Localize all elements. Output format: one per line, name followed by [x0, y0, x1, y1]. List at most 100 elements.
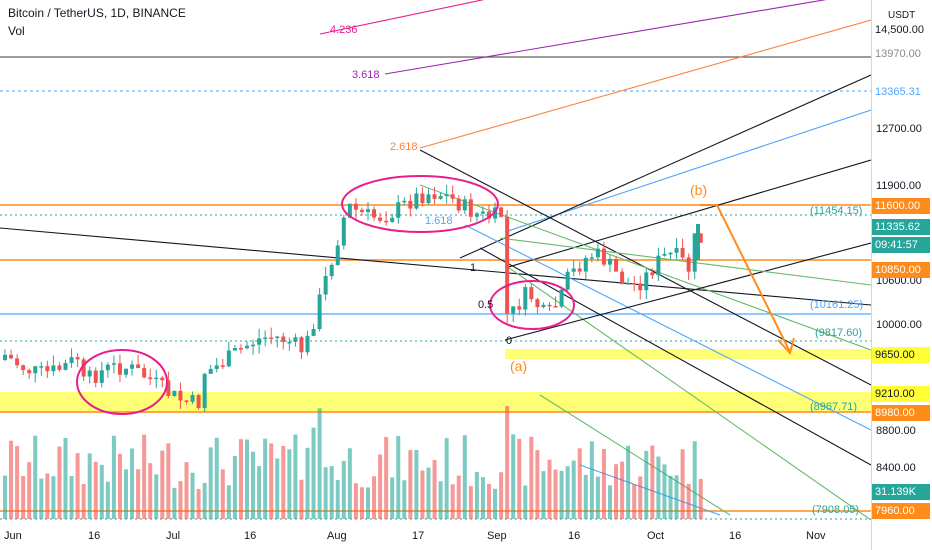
candle-body [275, 336, 280, 339]
volume-bar [547, 459, 552, 519]
candle-body [456, 198, 461, 211]
volume-bar [680, 449, 685, 519]
volume-bar [474, 472, 479, 519]
date-label: Sep [487, 530, 507, 542]
fib-label: 3.618 [352, 69, 380, 81]
candle-body [148, 377, 153, 380]
candle-body [583, 257, 588, 272]
volume-bar [692, 441, 697, 519]
volume-bar [396, 435, 401, 519]
volume-bar [238, 439, 243, 519]
trend-line [504, 242, 871, 341]
volume-bar [505, 405, 510, 519]
fib-label: 1.618 [425, 215, 453, 227]
candle-body [686, 257, 691, 272]
volume-bar [160, 450, 165, 519]
volume-bar [335, 480, 340, 519]
candle-body [232, 348, 237, 351]
volume-bar [511, 434, 516, 519]
candle-body [359, 209, 364, 213]
candle-body [474, 213, 479, 217]
price-tag: 09:41:57 [872, 237, 930, 253]
candle-body [378, 217, 383, 221]
trend-line [419, 184, 871, 351]
price-tag: 31.139K [872, 484, 930, 500]
candle-body [620, 271, 625, 285]
volume-bar [154, 474, 159, 519]
volume-bar [9, 440, 14, 519]
volume-bar [366, 487, 370, 519]
volume-bar [372, 476, 377, 519]
volume-bar [644, 451, 649, 519]
trend-line [504, 264, 871, 521]
candle-body [438, 196, 443, 199]
wave-label: (a) [510, 358, 527, 374]
candle-body [414, 193, 419, 209]
volume-bar [232, 455, 237, 519]
volume-bar [523, 485, 528, 519]
candle-body [130, 364, 135, 369]
candle-body [450, 194, 455, 199]
candle-body [541, 304, 546, 308]
date-label: 16 [729, 530, 742, 542]
candle-body [323, 276, 328, 295]
volume-bar [444, 438, 449, 519]
symbol-title: Bitcoin / TetherUS, 1D, BINANCE [8, 6, 186, 20]
volume-bar [45, 473, 50, 519]
candle-body [269, 337, 274, 339]
candle-body [93, 370, 98, 383]
level-label: (8967.71) [810, 401, 857, 413]
date-label: Jun [4, 530, 22, 542]
candle-body [160, 377, 165, 381]
volume-bar [620, 461, 625, 519]
volume-bar [190, 472, 195, 519]
candle-body [614, 258, 619, 272]
volume-bar [577, 448, 582, 519]
candle-body [190, 395, 195, 402]
candle-body [21, 365, 26, 371]
candle-body [366, 209, 370, 213]
candle-body [329, 264, 334, 277]
candle-body [523, 287, 528, 310]
price-tag: 11335.62 [872, 219, 930, 235]
price-chart[interactable]: 4.236 3.618 2.618 1.618 1 0.5 0 (a) (b) (11454.15… [0, 0, 871, 550]
volume-bar [99, 464, 104, 519]
candle-body [69, 357, 74, 364]
volume-bar [226, 485, 231, 519]
trend-line [459, 74, 871, 259]
candle-body [565, 271, 570, 290]
candle-body [656, 255, 661, 276]
support-zone [0, 392, 871, 412]
candle-body [33, 366, 38, 374]
trend-line [0, 227, 871, 306]
volume-bar [462, 435, 467, 519]
candle-body [81, 359, 86, 377]
volume-bar [390, 477, 395, 519]
price-tag: 13970.00 [872, 46, 930, 62]
candle-body [577, 268, 582, 272]
trend-line [419, 19, 871, 149]
candle-body [257, 338, 262, 345]
date-label: 16 [88, 530, 101, 542]
candle-body [595, 248, 600, 258]
candle-body [535, 299, 540, 308]
volume-bar [468, 486, 473, 519]
candle-body [420, 193, 425, 204]
volume-bar [614, 464, 619, 519]
volume-bar [583, 474, 588, 519]
candle-body [426, 194, 431, 204]
volume-bar [305, 447, 310, 519]
volume-bar [172, 487, 177, 519]
volume-bar [638, 476, 643, 519]
candle-body [589, 257, 594, 259]
candle-body [317, 294, 322, 330]
candle-body [15, 358, 20, 366]
candle-body [674, 248, 679, 253]
volume-bar [347, 448, 352, 519]
price-tick: 8800.00 [876, 425, 916, 437]
price-tag: 9210.00 [872, 386, 930, 402]
candle-body [202, 373, 207, 409]
candle-body [226, 350, 231, 367]
candle-body [468, 199, 473, 217]
